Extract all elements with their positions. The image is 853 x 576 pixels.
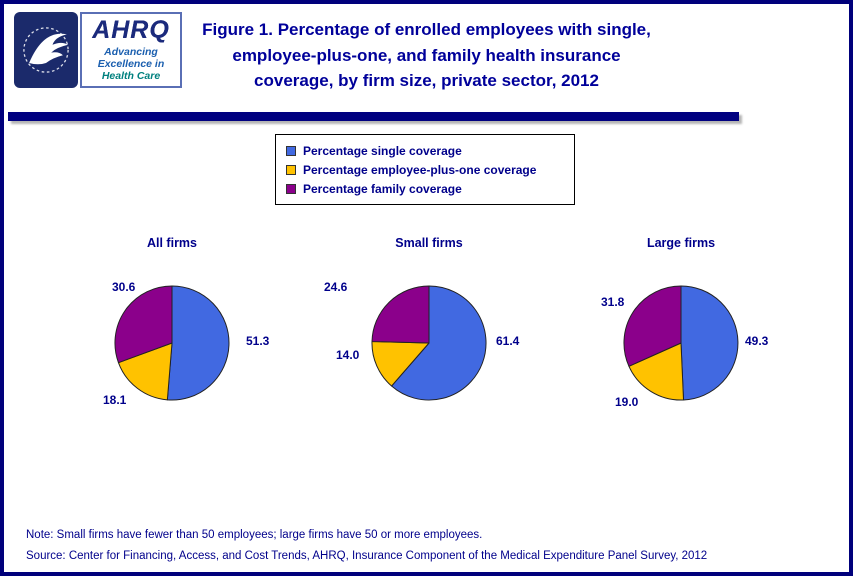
ahrq-tagline: Advancing Excellence in	[97, 45, 165, 70]
legend-item-plus-one: Percentage employee-plus-one coverage	[286, 160, 566, 179]
legend-swatch-single	[286, 145, 296, 156]
page-title: Figure 1. Percentage of enrolled employe…	[202, 20, 651, 90]
source-note: Source: Center for Financing, Access, an…	[26, 550, 708, 562]
ahrq-logo: AHRQ Advancing Excellence in Health Care	[80, 12, 182, 88]
pie-value-family: 31.8	[601, 295, 625, 309]
legend-item-family: Percentage family coverage	[286, 179, 566, 198]
pie-title: All firms	[146, 236, 197, 250]
pie-value-family: 30.6	[112, 280, 136, 294]
ahrq-acronym: AHRQ	[92, 15, 170, 44]
hhs-logo	[14, 12, 78, 88]
legend-label: Percentage single coverage	[303, 143, 462, 158]
pie-area: 31.8 49.3 19.0	[561, 278, 801, 448]
charts-row: All firms 30.6 51.3 18.1 Small firms 24.…	[4, 236, 849, 466]
pie-chart-small-firms	[370, 284, 488, 402]
legend-item-single: Percentage single coverage	[286, 141, 566, 160]
legend-label: Percentage employee-plus-one coverage	[303, 162, 537, 177]
chart-legend: Percentage single coverage Percentage em…	[275, 134, 575, 205]
pie-value-plus-one: 19.0	[615, 395, 639, 409]
pie-title: Small firms	[395, 236, 463, 250]
pie-value-plus-one: 18.1	[103, 393, 127, 407]
logo-group: AHRQ Advancing Excellence in Health Care	[14, 12, 182, 88]
footer: Note: Small firms have fewer than 50 emp…	[26, 529, 833, 562]
title-divider-bar	[8, 112, 739, 121]
ahrq-tagline-healthcare: Health Care	[101, 70, 161, 83]
pie-value-single: 49.3	[745, 334, 769, 348]
legend-swatch-family	[286, 183, 296, 194]
pie-area: 30.6 51.3 18.1	[52, 278, 292, 448]
pie-value-plus-one: 14.0	[336, 348, 360, 362]
pie-block-all-firms: All firms 30.6 51.3 18.1	[52, 236, 292, 448]
pie-block-small-firms: Small firms 24.6 61.4 14.0	[309, 236, 549, 448]
footnote: Note: Small firms have fewer than 50 emp…	[26, 529, 483, 541]
pie-title: Large firms	[646, 236, 716, 250]
legend-swatch-plus-one	[286, 164, 296, 175]
legend-label: Percentage family coverage	[303, 181, 462, 196]
hhs-eagle-icon	[23, 27, 69, 73]
pie-chart-large-firms	[622, 284, 740, 402]
pie-area: 24.6 61.4 14.0	[309, 278, 549, 448]
pie-block-large-firms: Large firms 31.8 49.3 19.0	[561, 236, 801, 448]
pie-value-single: 61.4	[496, 334, 520, 348]
pie-chart-all-firms	[113, 284, 231, 402]
pie-value-single: 51.3	[246, 334, 270, 348]
pie-value-family: 24.6	[324, 280, 348, 294]
